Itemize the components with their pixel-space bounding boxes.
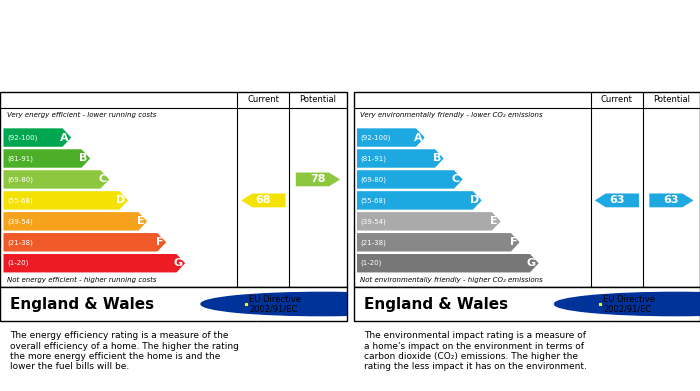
Text: The energy efficiency rating is a measure of the
overall efficiency of a home. T: The energy efficiency rating is a measur…	[10, 331, 239, 371]
Text: (92-100): (92-100)	[7, 134, 37, 141]
Text: (81-91): (81-91)	[360, 155, 386, 162]
Text: E: E	[491, 216, 498, 226]
Text: (55-68): (55-68)	[360, 197, 386, 204]
Text: England & Wales: England & Wales	[10, 296, 155, 312]
Text: Potential: Potential	[653, 95, 690, 104]
Polygon shape	[650, 194, 694, 207]
Text: C: C	[452, 174, 460, 185]
Text: (69-80): (69-80)	[360, 176, 386, 183]
Polygon shape	[241, 194, 286, 207]
Text: B: B	[79, 154, 88, 163]
Circle shape	[201, 292, 444, 316]
Polygon shape	[357, 170, 463, 188]
Text: EU Directive: EU Directive	[249, 294, 302, 303]
Text: (1-20): (1-20)	[7, 260, 28, 267]
Polygon shape	[357, 149, 444, 168]
Text: (55-68): (55-68)	[7, 197, 33, 204]
Text: The environmental impact rating is a measure of
a home's impact on the environme: The environmental impact rating is a mea…	[364, 331, 587, 371]
Text: E: E	[137, 216, 145, 226]
FancyBboxPatch shape	[354, 287, 700, 321]
Text: EU Directive: EU Directive	[603, 294, 655, 303]
Text: (39-54): (39-54)	[360, 218, 386, 224]
Text: Current: Current	[601, 95, 633, 104]
Text: Current: Current	[247, 95, 279, 104]
Text: F: F	[156, 237, 164, 247]
Polygon shape	[4, 233, 166, 251]
Text: (1-20): (1-20)	[360, 260, 382, 267]
Text: Not energy efficient - higher running costs: Not energy efficient - higher running co…	[7, 277, 156, 283]
FancyBboxPatch shape	[0, 92, 346, 287]
Text: A: A	[60, 133, 69, 143]
Text: Environmental Impact (CO₂) Rating: Environmental Impact (CO₂) Rating	[371, 71, 617, 84]
Text: 63: 63	[664, 196, 679, 205]
Text: (39-54): (39-54)	[7, 218, 33, 224]
Text: Very environmentally friendly - lower CO₂ emissions: Very environmentally friendly - lower CO…	[360, 111, 543, 118]
Text: F: F	[510, 237, 517, 247]
Text: Energy Efficiency Rating: Energy Efficiency Rating	[18, 71, 189, 84]
Text: G: G	[174, 258, 183, 268]
Text: 2002/91/EC: 2002/91/EC	[603, 305, 652, 314]
Polygon shape	[4, 128, 71, 147]
Polygon shape	[357, 212, 500, 231]
Polygon shape	[4, 170, 109, 188]
Polygon shape	[595, 194, 639, 207]
Polygon shape	[296, 172, 340, 187]
Polygon shape	[357, 191, 482, 210]
Text: 68: 68	[256, 196, 271, 205]
Text: Not environmentally friendly - higher CO₂ emissions: Not environmentally friendly - higher CO…	[360, 277, 543, 283]
Text: B: B	[433, 154, 441, 163]
Text: 2002/91/EC: 2002/91/EC	[249, 305, 298, 314]
Text: (21-38): (21-38)	[360, 239, 386, 246]
Text: Potential: Potential	[300, 95, 337, 104]
Text: D: D	[470, 196, 479, 205]
Text: (92-100): (92-100)	[360, 134, 391, 141]
Text: Very energy efficient - lower running costs: Very energy efficient - lower running co…	[7, 111, 156, 118]
Text: C: C	[99, 174, 106, 185]
FancyBboxPatch shape	[0, 287, 346, 321]
Text: 63: 63	[609, 196, 624, 205]
Text: G: G	[527, 258, 536, 268]
Polygon shape	[4, 191, 128, 210]
Polygon shape	[357, 254, 538, 273]
Text: (21-38): (21-38)	[7, 239, 33, 246]
Text: (81-91): (81-91)	[7, 155, 33, 162]
Polygon shape	[4, 212, 147, 231]
Circle shape	[554, 292, 700, 316]
Polygon shape	[4, 149, 90, 168]
Text: (69-80): (69-80)	[7, 176, 33, 183]
Text: D: D	[116, 196, 125, 205]
FancyBboxPatch shape	[354, 92, 700, 287]
Polygon shape	[357, 128, 425, 147]
Text: A: A	[414, 133, 422, 143]
Polygon shape	[357, 233, 519, 251]
Polygon shape	[4, 254, 185, 273]
Text: 78: 78	[310, 174, 326, 185]
Text: England & Wales: England & Wales	[364, 296, 508, 312]
